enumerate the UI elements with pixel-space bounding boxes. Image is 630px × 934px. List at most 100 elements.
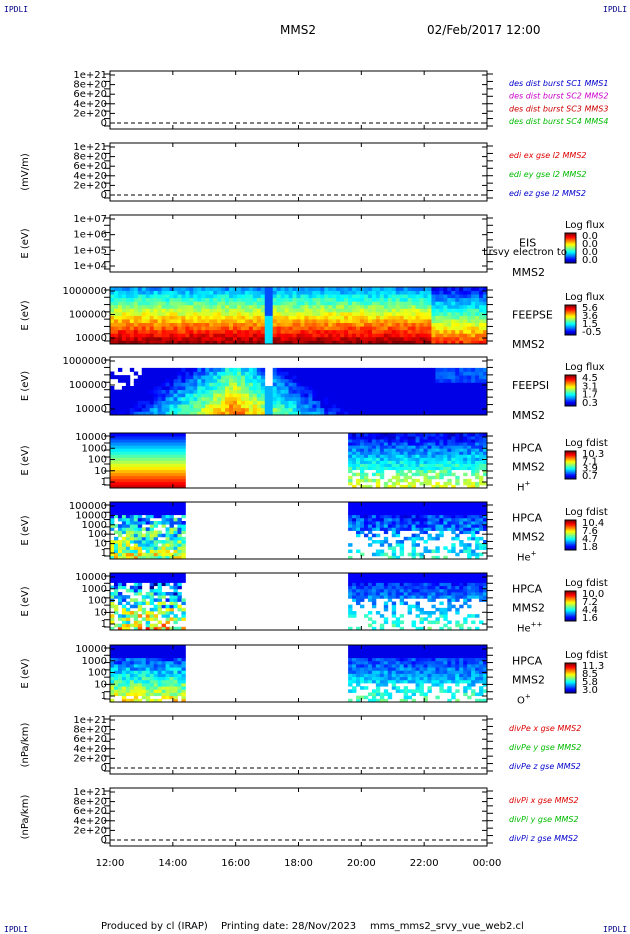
- spectrogram-cell: [280, 393, 286, 398]
- spectrogram-cell: [205, 375, 210, 380]
- spectrogram-cell: [451, 454, 456, 458]
- colorbar-segment: [565, 532, 576, 534]
- spectrogram-cell: [177, 546, 182, 550]
- spectrogram-cell: [344, 301, 349, 306]
- spectrogram-cell: [371, 375, 377, 380]
- spectrogram-cell: [121, 460, 127, 464]
- spectrogram-cell: [125, 508, 131, 512]
- spectrogram-cell: [443, 460, 448, 464]
- spectrogram-cell: [455, 514, 460, 519]
- colorbar-segment: [565, 388, 576, 391]
- spectrogram-cell: [177, 393, 182, 398]
- spectrogram-cell: [121, 463, 127, 468]
- spectrogram-cell: [467, 527, 472, 531]
- spectrogram-cell: [375, 540, 381, 544]
- spectrogram-cell: [181, 333, 186, 338]
- spectrogram-cell: [475, 514, 480, 519]
- spectrogram-cell: [213, 297, 218, 302]
- spectrogram-cell: [145, 472, 151, 477]
- spectrogram-cell: [391, 552, 397, 557]
- spectrogram-cell: [407, 463, 412, 468]
- spectrogram-cell: [157, 472, 162, 477]
- spectrogram-cell: [471, 396, 476, 401]
- spectrogram-cell: [403, 304, 409, 309]
- spectrogram-cell: [443, 445, 448, 449]
- spectrogram-cell: [360, 396, 365, 401]
- spectrogram-cell: [471, 400, 476, 405]
- spectrogram-cell: [367, 311, 373, 316]
- spectrogram-cell: [399, 326, 405, 331]
- spectrogram-cell: [471, 378, 476, 383]
- spectrogram-cell: [308, 386, 313, 391]
- spectrogram-cell: [256, 329, 262, 334]
- spectrogram-cell: [411, 371, 416, 376]
- spectrogram-cell: [383, 287, 389, 291]
- spectrogram-cell: [399, 508, 405, 512]
- spectrogram-cell: [399, 367, 405, 372]
- spectrogram-cell: [117, 336, 123, 341]
- spectrogram-cell: [459, 442, 464, 446]
- spectrogram-cell: [475, 466, 480, 471]
- spectrogram-cell: [125, 472, 131, 477]
- spectrogram-cell: [423, 549, 428, 554]
- spectrogram-cell: [371, 502, 377, 506]
- spectrogram-cell: [403, 301, 409, 306]
- spectrogram-cell: [110, 375, 115, 380]
- spectrogram-cell: [165, 411, 170, 416]
- spectrogram-cell: [340, 304, 345, 309]
- spectrogram-cell: [280, 333, 286, 338]
- spectrogram-cell: [455, 308, 460, 313]
- spectrogram-cell: [395, 445, 401, 449]
- spectrogram-cell: [169, 475, 174, 480]
- spectrogram-cell: [431, 511, 436, 516]
- spectrogram-cell: [403, 527, 409, 531]
- spectrogram-cell: [367, 451, 373, 455]
- spectrogram-cell: [153, 514, 159, 519]
- spectrogram-cell: [399, 322, 405, 327]
- colorbar-tick-label: 7.6: [582, 526, 598, 537]
- spectrogram-cell: [173, 411, 178, 416]
- spectrogram-cell: [125, 400, 131, 405]
- spectrogram-cell: [157, 442, 162, 446]
- spectrogram-cell: [145, 481, 151, 486]
- spectrogram-cell: [324, 294, 329, 299]
- spectrogram-cell: [157, 508, 162, 512]
- colorbar-segment: [565, 547, 576, 549]
- spectrogram-cell: [121, 439, 127, 443]
- spectrogram-cell: [110, 601, 115, 606]
- spectrogram-cell: [280, 322, 286, 327]
- spectrogram-cell: [391, 315, 397, 320]
- spectrogram-cell: [475, 555, 480, 560]
- spectrogram-cell: [141, 301, 147, 306]
- spectrogram-cell: [479, 543, 484, 547]
- spectrogram-cell: [399, 301, 405, 306]
- spectrogram-cell: [415, 404, 420, 409]
- spectrogram-cell: [312, 386, 317, 391]
- spectrogram-cell: [133, 333, 139, 338]
- spectrogram-cell: [256, 290, 262, 295]
- spectrogram-cell: [240, 333, 246, 338]
- spectrogram-cell: [471, 322, 476, 327]
- spectrogram-cell: [435, 287, 440, 291]
- spectrogram-cell: [288, 304, 293, 309]
- spectrogram-cell: [153, 505, 159, 509]
- spectrogram-cell: [221, 400, 226, 405]
- spectrogram-cell: [419, 319, 424, 324]
- spectrogram-cell: [391, 514, 397, 519]
- spectrogram-cell: [332, 389, 337, 394]
- spectrogram-cell: [133, 475, 139, 480]
- spectrogram-cell: [483, 304, 488, 309]
- spectrogram-cell: [479, 475, 484, 480]
- spectrogram-cell: [133, 527, 139, 531]
- spectrogram-cell: [443, 322, 448, 327]
- spectrogram-cell: [371, 382, 377, 387]
- spectrogram-cell: [348, 466, 353, 471]
- colorbar-segment: [565, 534, 576, 536]
- spectrogram-cell: [129, 448, 135, 452]
- spectrogram-cell: [471, 411, 476, 416]
- spectrogram-cell: [463, 386, 468, 391]
- spectrogram-cell: [379, 322, 385, 327]
- spectrogram-cell: [348, 524, 353, 528]
- spectrogram-cell: [415, 439, 420, 443]
